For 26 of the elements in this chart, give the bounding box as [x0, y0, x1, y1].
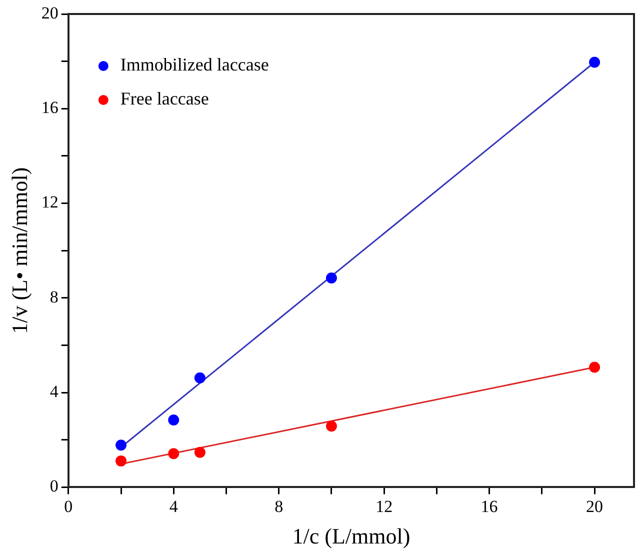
point [116, 455, 127, 466]
legend-label: Immobilized laccase [120, 54, 269, 75]
point [326, 272, 337, 284]
point [116, 440, 127, 451]
y-tick-label: 12 [41, 192, 58, 212]
point [326, 420, 337, 432]
y-tick-label: 20 [41, 3, 58, 22]
y-tick-label: 16 [41, 98, 58, 118]
y-tick-label: 4 [50, 382, 59, 402]
point [194, 372, 206, 384]
point [589, 362, 600, 373]
point [168, 414, 180, 426]
x-tick-label: 12 [376, 496, 393, 516]
x-tick-label: 20 [586, 496, 604, 516]
x-axis-title: 1/c (L/mmol) [292, 524, 410, 549]
y-tick-label: 8 [50, 287, 58, 306]
x-tick-label: 0 [64, 496, 73, 516]
x-tick-label: 16 [480, 496, 498, 516]
point [168, 448, 180, 460]
point [194, 446, 206, 458]
y-tick-label: 0 [50, 476, 58, 496]
point [589, 56, 600, 68]
legend-label: Free laccase [120, 88, 209, 109]
x-tick-label: 8 [274, 496, 284, 516]
y-axis-title: 1/v (L• min/mmol) [6, 167, 32, 334]
x-tick-label: 4 [169, 496, 178, 516]
